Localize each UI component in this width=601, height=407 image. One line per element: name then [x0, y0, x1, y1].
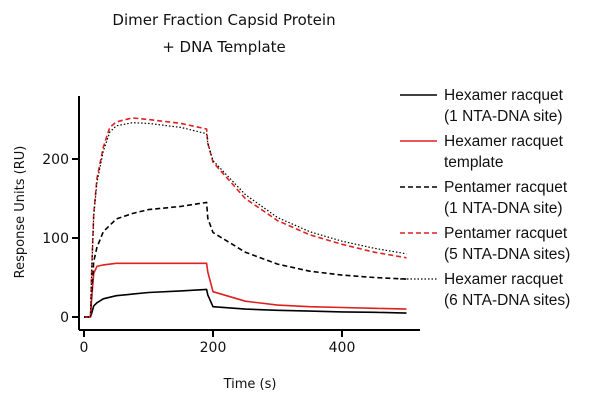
series-lines [84, 117, 407, 318]
x-ticks: 0 200 400 [80, 330, 356, 356]
x-tick-label: 200 [200, 340, 227, 356]
y-tick-label: 100 [42, 231, 69, 247]
y-axis-label: Response Units (RU) [13, 146, 28, 279]
legend-label-4: Pentamer racquet (5 NTA-DNA sites) [444, 225, 570, 263]
y-tick-label: 200 [42, 152, 69, 168]
x-tick-label: 400 [329, 340, 356, 356]
legend-label-5: Hexamer racquet (6 NTA-DNA sites) [444, 271, 570, 309]
y-tick-label: 0 [60, 310, 69, 326]
legend-label-3: Pentamer racquet (1 NTA-DNA site) [444, 179, 568, 217]
chart-title-line-1: Dimer Fraction Capsid Protein [112, 11, 335, 29]
x-tick-label: 0 [80, 340, 89, 356]
series-line-4 [84, 117, 407, 318]
legend: Hexamer racquet (1 NTA-DNA site) Hexamer r… [400, 87, 570, 309]
series-line-1 [84, 288, 407, 318]
chart-title-line-2: + DNA Template [162, 38, 286, 56]
series-line-5 [84, 122, 407, 318]
x-axis-label: Time (s) [223, 377, 277, 392]
legend-label-2: Hexamer racquet template [444, 133, 564, 171]
legend-label-1: Hexamer racquet (1 NTA-DNA site) [444, 87, 564, 125]
y-ticks: 0 100 200 [42, 152, 79, 326]
series-line-3 [84, 201, 407, 318]
